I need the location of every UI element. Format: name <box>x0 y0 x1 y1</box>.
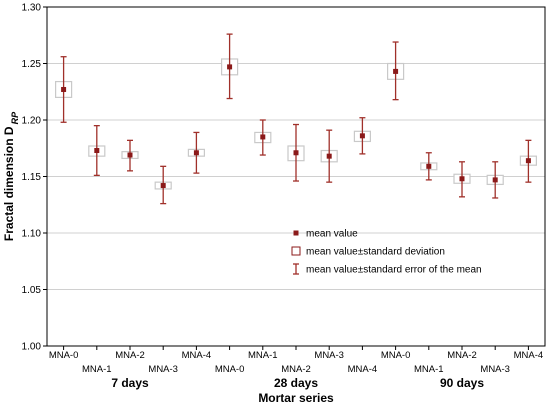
legend-item: mean value±standard deviation <box>291 246 445 258</box>
x-tick-label: MNA-2 <box>281 364 311 375</box>
mean-point <box>426 163 432 169</box>
mean-point <box>193 150 199 156</box>
y-tick-label: 1.00 <box>22 342 42 353</box>
legend-label: mean value±standard deviation <box>306 247 445 258</box>
y-axis-label: Fractal dimension DRP <box>2 111 20 241</box>
box-plot-item <box>320 129 338 183</box>
mean-point <box>160 183 166 189</box>
x-tick-label: MNA-4 <box>348 364 378 375</box>
x-tick-label: MNA-0 <box>215 364 245 375</box>
box-plot-item <box>54 56 73 123</box>
legend-label: mean value±standard error of the mean <box>306 265 482 276</box>
mean-point <box>326 153 332 159</box>
mean-point <box>227 64 233 70</box>
box-plot-item <box>486 161 504 199</box>
mean-point <box>359 133 365 139</box>
x-tick-label: MNA-0 <box>381 350 411 361</box>
x-tick-label: MNA-4 <box>182 350 212 361</box>
mean-point <box>293 150 299 156</box>
box-plot-item <box>353 117 371 155</box>
mean-point <box>459 176 465 182</box>
x-tick-label: MNA-1 <box>248 350 278 361</box>
mean-point <box>260 134 266 140</box>
legend-label: mean value <box>306 229 358 240</box>
y-tick-label: 1.05 <box>22 285 42 296</box>
y-tick-label: 1.15 <box>22 172 42 183</box>
y-tick-label: 1.20 <box>22 116 42 127</box>
legend-item: mean value <box>293 229 358 240</box>
x-tick-label: MNA-2 <box>447 350 477 361</box>
box-plot-item <box>254 119 272 156</box>
x-tick-label: MNA-0 <box>49 350 79 361</box>
box-plot-item <box>453 161 471 198</box>
mean-point <box>61 86 67 92</box>
mean-point <box>393 68 399 74</box>
chart-marks <box>54 33 538 205</box>
x-axis-label: Mortar series <box>258 391 334 405</box>
box-plot-item <box>420 152 438 181</box>
x-tick-label: MNA-3 <box>480 364 510 375</box>
y-axis: 1.00 1.05 1.10 1.15 1.20 1.25 1.30 <box>22 3 47 353</box>
box-plot-item <box>88 125 106 177</box>
mean-point <box>492 177 498 183</box>
x-tick-label: MNA-1 <box>414 364 444 375</box>
box-plot-item <box>187 131 205 174</box>
legend-item: mean value±standard error of the mean <box>293 263 482 276</box>
box-plot-item <box>221 33 239 100</box>
group-label: 90 days <box>440 376 484 390</box>
box-plot-item <box>154 165 172 205</box>
x-tick-label: MNA-2 <box>115 350 145 361</box>
mean-point <box>127 152 133 158</box>
y-tick-label: 1.25 <box>22 59 42 70</box>
mean-point <box>94 148 100 154</box>
box-plot-item <box>121 139 139 172</box>
legend-box-swatch <box>291 246 301 256</box>
x-tick-label: MNA-3 <box>314 350 344 361</box>
x-axis: MNA-0MNA-1MNA-2MNA-3MNA-4MNA-0MNA-1MNA-2… <box>49 346 543 390</box>
box-plot-item <box>387 41 405 101</box>
legend: mean value mean value±standard deviation m… <box>291 229 482 276</box>
box-plot-item <box>519 139 538 183</box>
y-tick-label: 1.30 <box>22 3 42 14</box>
group-label: 7 days <box>111 376 149 390</box>
box-plot-item <box>287 123 305 182</box>
y-tick-label: 1.10 <box>22 229 42 240</box>
x-tick-label: MNA-1 <box>82 364 112 375</box>
legend-mean-swatch <box>293 230 299 236</box>
mean-point <box>525 158 531 164</box>
x-tick-label: MNA-3 <box>148 364 178 375</box>
x-tick-label: MNA-4 <box>514 350 544 361</box>
group-label: 28 days <box>274 376 318 390</box>
